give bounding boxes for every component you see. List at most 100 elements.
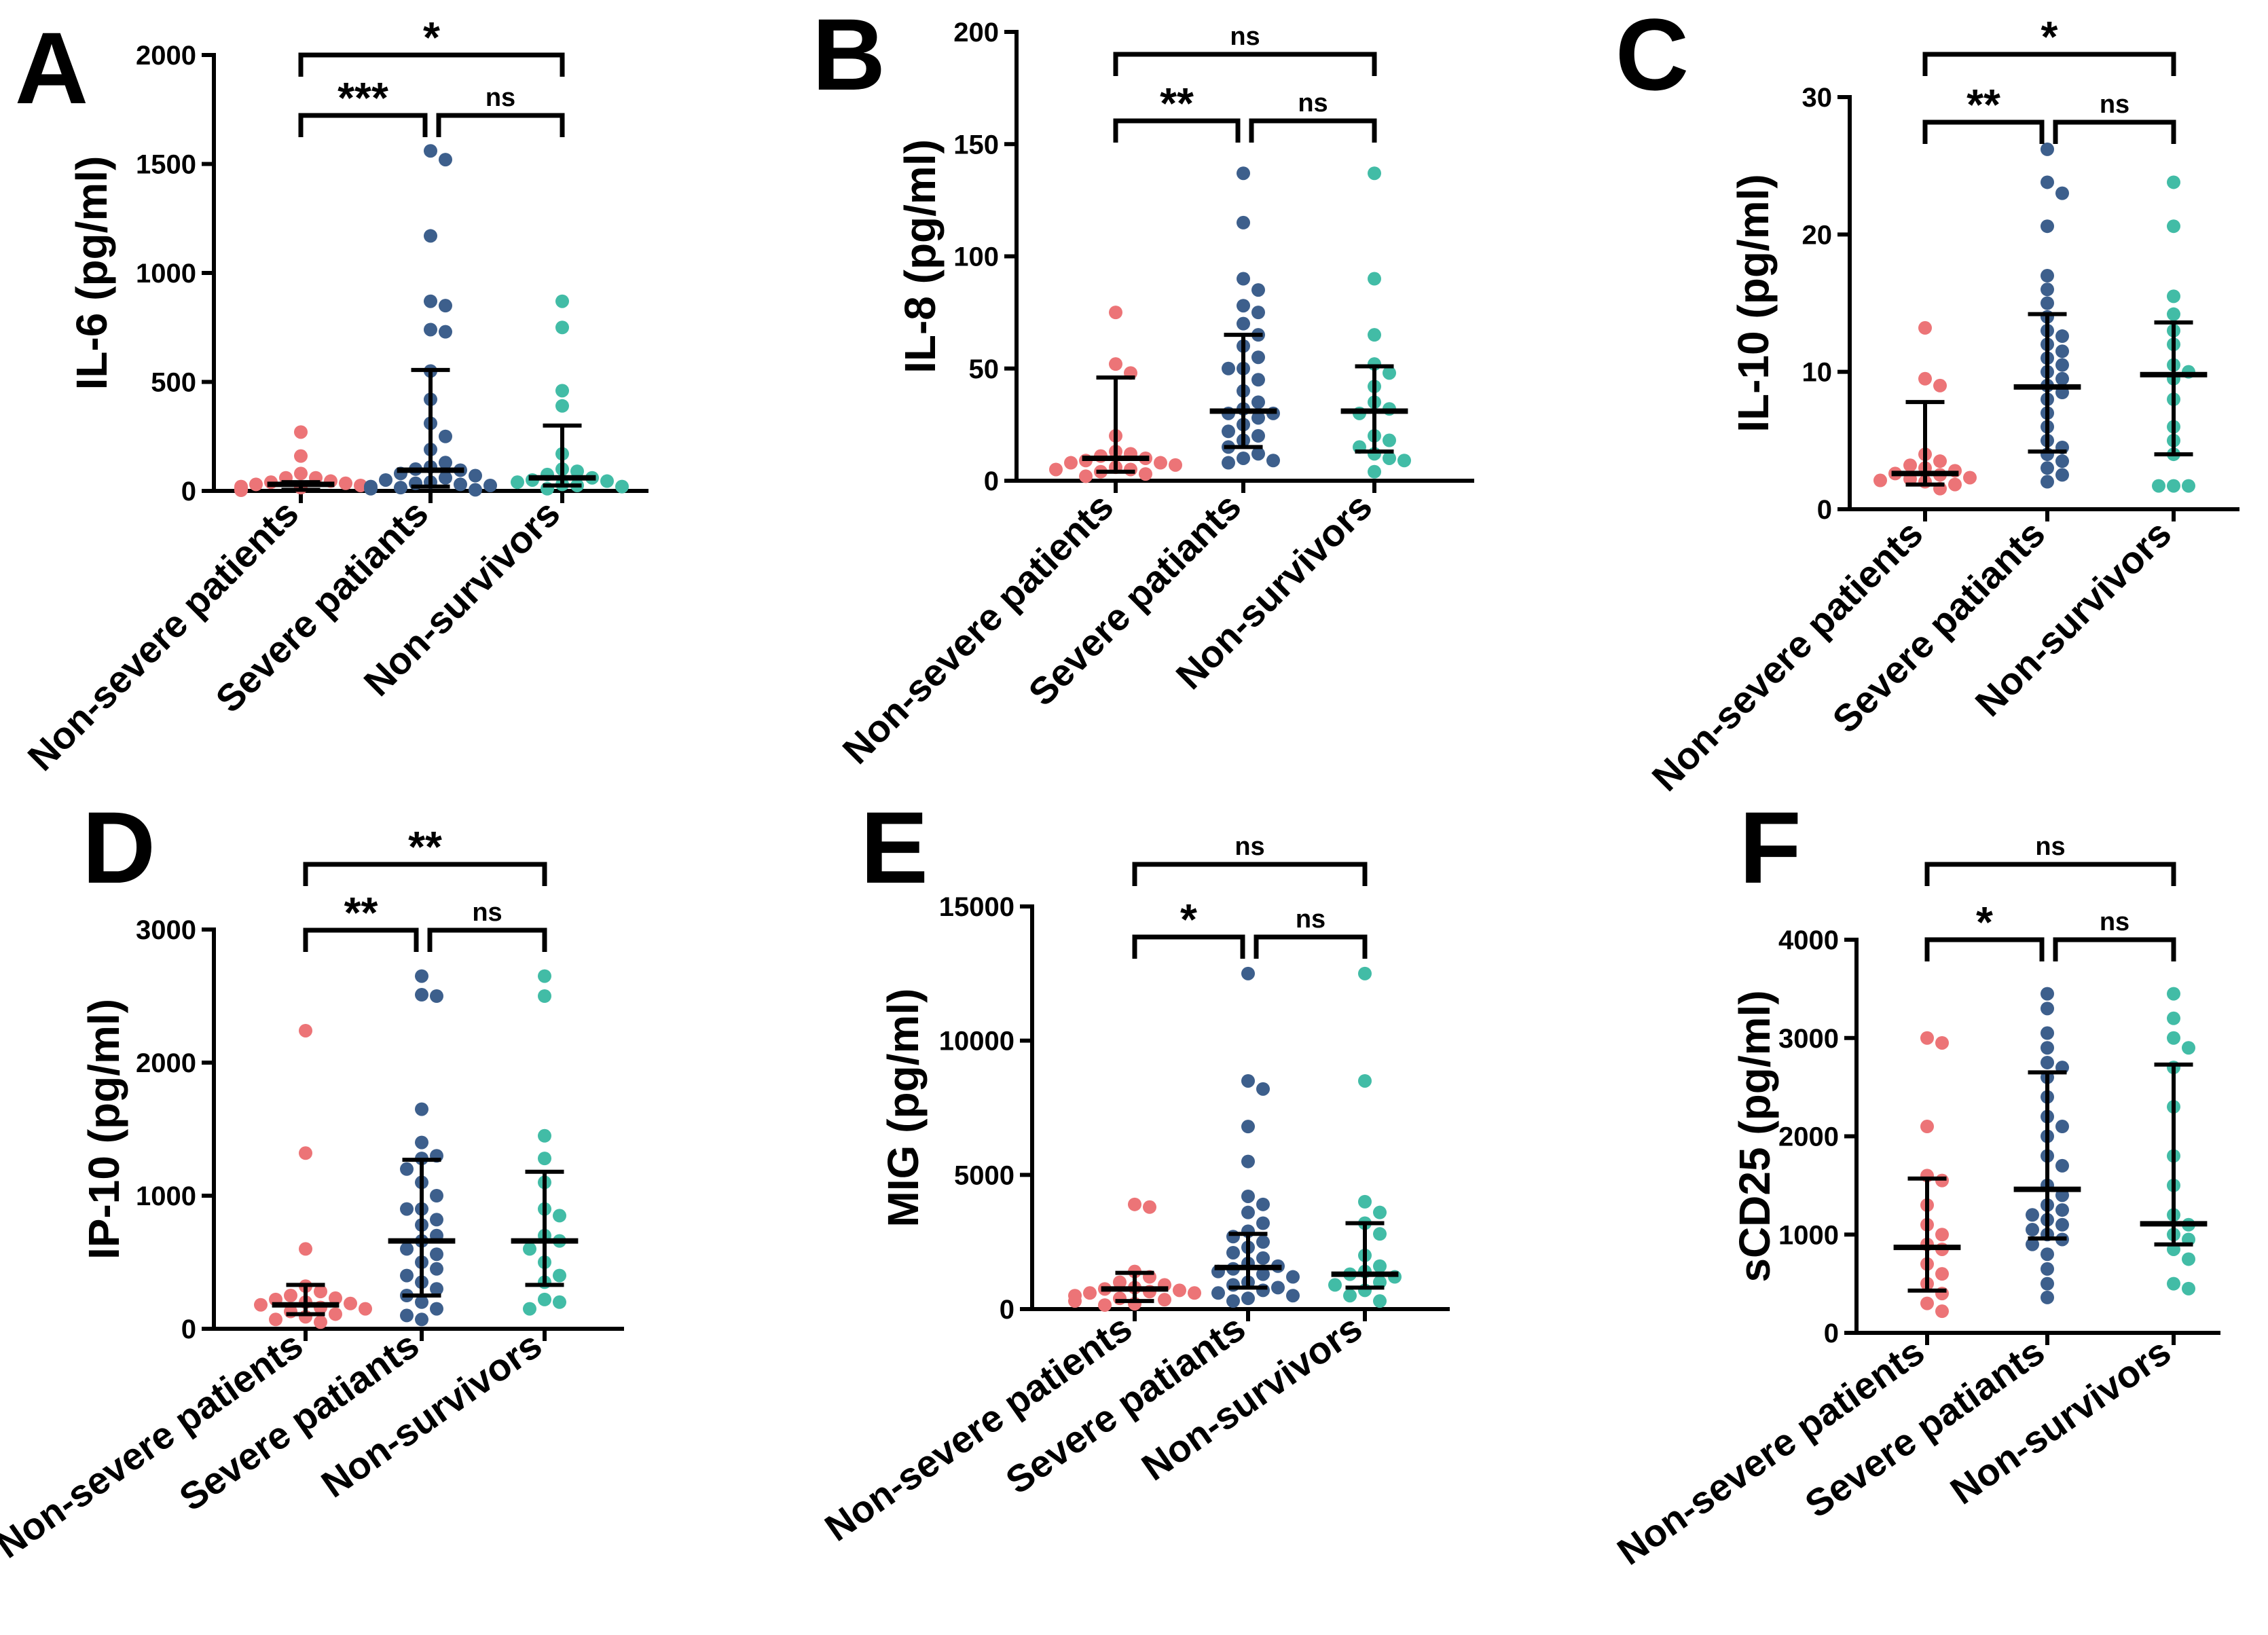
data-point	[454, 477, 467, 492]
data-point	[1328, 1278, 1342, 1292]
data-point	[1083, 1286, 1097, 1300]
data-point	[2167, 1276, 2180, 1291]
data-point	[1241, 1073, 1255, 1088]
data-point	[1113, 1291, 1127, 1306]
data-point	[1383, 451, 1396, 465]
significance-bracket	[436, 113, 565, 137]
significance-label: ns	[2035, 832, 2065, 861]
y-tick-label: 150	[953, 130, 999, 160]
data-point	[1963, 471, 1977, 485]
data-point	[415, 1295, 428, 1309]
significance-bracket	[298, 52, 565, 77]
data-point	[1173, 1283, 1186, 1298]
significance-label: *	[1180, 895, 1197, 944]
y-axis-label: sCD25 (pg/ml)	[1730, 990, 1779, 1282]
y-tick-label: 10000	[939, 1027, 1014, 1057]
data-point	[1226, 1278, 1240, 1292]
significance-bracket	[1922, 52, 2176, 76]
data-point	[1373, 1205, 1387, 1219]
data-point	[1358, 1194, 1372, 1209]
data-point	[2167, 1031, 2180, 1045]
data-point	[294, 425, 308, 439]
data-point	[359, 1302, 372, 1316]
data-point	[1251, 411, 1265, 425]
data-point	[1383, 366, 1396, 380]
data-point	[415, 1135, 428, 1150]
data-point	[1271, 1281, 1285, 1295]
data-point	[1397, 454, 1411, 468]
data-point	[1256, 1216, 1270, 1230]
data-point	[1139, 467, 1152, 481]
significance-bracket	[1113, 118, 1241, 143]
data-point	[1368, 328, 1381, 342]
data-point	[415, 1102, 428, 1116]
significance-bracket	[1924, 862, 2176, 886]
significance-bracket	[1113, 52, 1377, 76]
data-point	[1251, 373, 1265, 387]
data-point	[555, 384, 569, 398]
data-point	[2041, 475, 2054, 489]
significance-label: *	[2041, 12, 2058, 61]
data-point	[430, 1302, 443, 1316]
data-point	[2182, 1281, 2195, 1296]
y-tick-label: 1000	[136, 1181, 196, 1211]
significance-bracket	[1132, 934, 1245, 959]
data-point	[1920, 1031, 1934, 1045]
data-point	[2167, 307, 2180, 321]
data-point	[1154, 456, 1167, 470]
data-point	[600, 474, 614, 488]
data-point	[553, 1209, 566, 1223]
data-point	[1237, 215, 1250, 229]
y-axis-label: IL-8 (pg/ml)	[896, 139, 945, 373]
data-point	[2167, 219, 2180, 234]
data-point	[483, 478, 497, 492]
data-point	[469, 469, 482, 483]
data-point	[354, 478, 367, 492]
data-point	[1237, 316, 1250, 331]
data-point	[430, 1247, 443, 1262]
data-point	[538, 989, 551, 1003]
data-point	[538, 1128, 551, 1143]
y-tick-label: 0	[984, 466, 999, 496]
data-point	[249, 477, 263, 492]
data-point	[1256, 1197, 1270, 1211]
data-point	[400, 1308, 414, 1323]
data-point	[439, 325, 452, 339]
data-point	[415, 988, 428, 1002]
data-point	[2055, 371, 2069, 386]
data-point	[1143, 1200, 1156, 1214]
significance-label: **	[344, 888, 378, 937]
data-point	[2041, 1290, 2054, 1304]
data-point	[2055, 1203, 2069, 1217]
data-point	[394, 481, 407, 495]
data-point	[1237, 166, 1250, 181]
data-point	[1158, 1293, 1171, 1307]
data-point	[555, 320, 569, 335]
data-point	[254, 1298, 268, 1312]
data-point	[2055, 1158, 2069, 1173]
data-point	[1256, 1283, 1270, 1298]
data-point	[1109, 306, 1122, 320]
data-point	[511, 475, 524, 490]
data-point	[2041, 296, 2054, 310]
data-point	[424, 144, 437, 158]
data-point	[1918, 320, 1932, 335]
data-point	[1241, 966, 1255, 980]
data-point	[1188, 1286, 1201, 1300]
data-point	[2026, 1223, 2039, 1237]
significance-bracket	[1132, 862, 1368, 886]
data-point	[555, 294, 569, 308]
data-point	[314, 1285, 327, 1299]
data-point	[1251, 395, 1265, 409]
significance-bracket	[2053, 120, 2176, 144]
data-point	[430, 1262, 443, 1276]
data-point	[1226, 1294, 1240, 1308]
panel-letter: E	[860, 790, 928, 904]
data-point	[570, 464, 584, 479]
data-point	[1222, 456, 1235, 470]
data-point	[538, 969, 551, 983]
data-point	[2167, 175, 2180, 189]
